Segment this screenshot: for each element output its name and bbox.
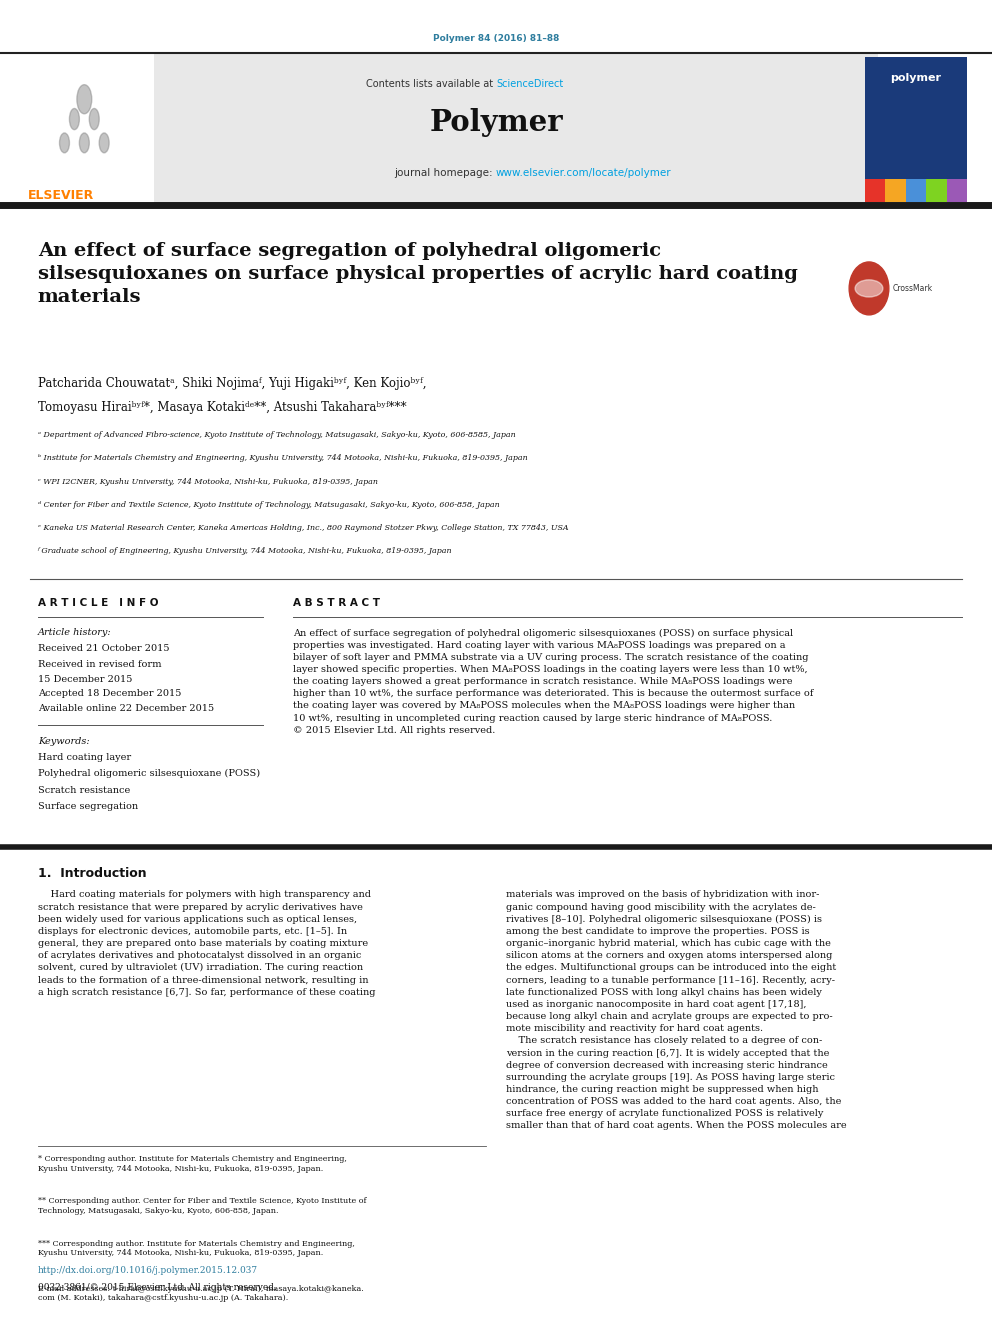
Text: ᵃ Department of Advanced Fibro-science, Kyoto Institute of Technology, Matsugasa: ᵃ Department of Advanced Fibro-science, … [38,431,516,439]
Ellipse shape [99,134,109,152]
Text: Polymer 84 (2016) 81–88: Polymer 84 (2016) 81–88 [433,34,559,44]
Text: ᵉ Kaneka US Material Research Center, Kaneka Americas Holding, Inc., 800 Raymond: ᵉ Kaneka US Material Research Center, Ka… [38,524,568,532]
FancyBboxPatch shape [865,57,967,202]
Text: Surface segregation: Surface segregation [38,802,138,811]
Ellipse shape [79,134,89,152]
Text: Scratch resistance: Scratch resistance [38,786,130,795]
Text: Polyhedral oligomeric silsesquioxane (POSS): Polyhedral oligomeric silsesquioxane (PO… [38,769,260,778]
Text: Received in revised form: Received in revised form [38,660,161,669]
Text: Hard coating materials for polymers with high transparency and
scratch resistanc: Hard coating materials for polymers with… [38,890,375,996]
Text: http://dx.doi.org/10.1016/j.polymer.2015.12.037: http://dx.doi.org/10.1016/j.polymer.2015… [38,1266,258,1275]
Text: An effect of surface segregation of polyhedral oligomeric silsesquioxanes (POSS): An effect of surface segregation of poly… [293,628,813,734]
Text: ᶠ Graduate school of Engineering, Kyushu University, 744 Motooka, Nishi-ku, Fuku: ᶠ Graduate school of Engineering, Kyushu… [38,548,452,556]
Text: *** Corresponding author. Institute for Materials Chemistry and Engineering,
Kyu: *** Corresponding author. Institute for … [38,1240,354,1257]
FancyBboxPatch shape [886,179,906,202]
Text: A R T I C L E   I N F O: A R T I C L E I N F O [38,598,158,609]
Circle shape [849,262,889,315]
Text: ScienceDirect: ScienceDirect [496,79,563,90]
FancyBboxPatch shape [927,179,946,202]
Text: www.elsevier.com/locate/polymer: www.elsevier.com/locate/polymer [496,168,672,179]
Text: ᵇ Institute for Materials Chemistry and Engineering, Kyushu University, 744 Moto: ᵇ Institute for Materials Chemistry and … [38,455,528,463]
Text: journal homepage:: journal homepage: [394,168,496,179]
Text: Polymer: Polymer [430,108,562,138]
FancyBboxPatch shape [865,179,886,202]
FancyBboxPatch shape [25,64,144,196]
Text: ELSEVIER: ELSEVIER [28,189,94,202]
Text: ** Corresponding author. Center for Fiber and Textile Science, Kyoto Institute o: ** Corresponding author. Center for Fibe… [38,1197,366,1215]
Ellipse shape [77,85,91,114]
Text: materials was improved on the basis of hybridization with inor-
ganic compound h: materials was improved on the basis of h… [506,890,846,1130]
Text: Contents lists available at: Contents lists available at [366,79,496,90]
Text: Patcharida Chouwatatᵃ, Shiki Nojimaᶠ, Yuji Higakiᵇʸᶠ, Ken Kojioᵇʸᶠ,: Patcharida Chouwatatᵃ, Shiki Nojimaᶠ, Yu… [38,377,427,390]
Ellipse shape [60,134,69,152]
Text: 15 December 2015: 15 December 2015 [38,675,132,684]
Text: Received 21 October 2015: Received 21 October 2015 [38,644,170,654]
Text: 0032-3861/© 2015 Elsevier Ltd. All rights reserved.: 0032-3861/© 2015 Elsevier Ltd. All right… [38,1283,277,1293]
Ellipse shape [89,108,99,130]
Text: Article history:: Article history: [38,628,111,638]
FancyBboxPatch shape [906,179,927,202]
Text: CrossMark: CrossMark [893,284,932,292]
Text: * Corresponding author. Institute for Materials Chemistry and Engineering,
Kyush: * Corresponding author. Institute for Ma… [38,1155,346,1172]
Ellipse shape [855,279,883,298]
Text: Available online 22 December 2015: Available online 22 December 2015 [38,704,214,713]
Text: 1.  Introduction: 1. Introduction [38,867,147,880]
Ellipse shape [69,108,79,130]
Text: An effect of surface segregation of polyhedral oligomeric
silsesquioxanes on sur: An effect of surface segregation of poly… [38,242,798,306]
Text: Hard coating layer: Hard coating layer [38,753,131,762]
Text: ᶜ WPI I2CNER, Kyushu University, 744 Motooka, Nishi-ku, Fukuoka, 819-0395, Japan: ᶜ WPI I2CNER, Kyushu University, 744 Mot… [38,478,378,486]
FancyBboxPatch shape [154,53,878,205]
Text: Tomoyasu Hiraiᵇʸᶠ*, Masaya Kotakiᵈᵉ**, Atsushi Takaharaᵇʸᶠ***: Tomoyasu Hiraiᵇʸᶠ*, Masaya Kotakiᵈᵉ**, A… [38,401,407,414]
Text: ᵈ Center for Fiber and Textile Science, Kyoto Institute of Technology, Matsugasa: ᵈ Center for Fiber and Textile Science, … [38,501,499,509]
Text: Keywords:: Keywords: [38,737,89,746]
Text: polymer: polymer [890,73,941,83]
FancyBboxPatch shape [946,179,967,202]
Text: E-mail addresses: t-hirai@cstf.kyushu-u.ac.jp (T. Hirai), masaya.kotaki@kaneka.
: E-mail addresses: t-hirai@cstf.kyushu-u.… [38,1285,363,1302]
Text: Accepted 18 December 2015: Accepted 18 December 2015 [38,689,182,699]
Text: A B S T R A C T: A B S T R A C T [293,598,380,609]
